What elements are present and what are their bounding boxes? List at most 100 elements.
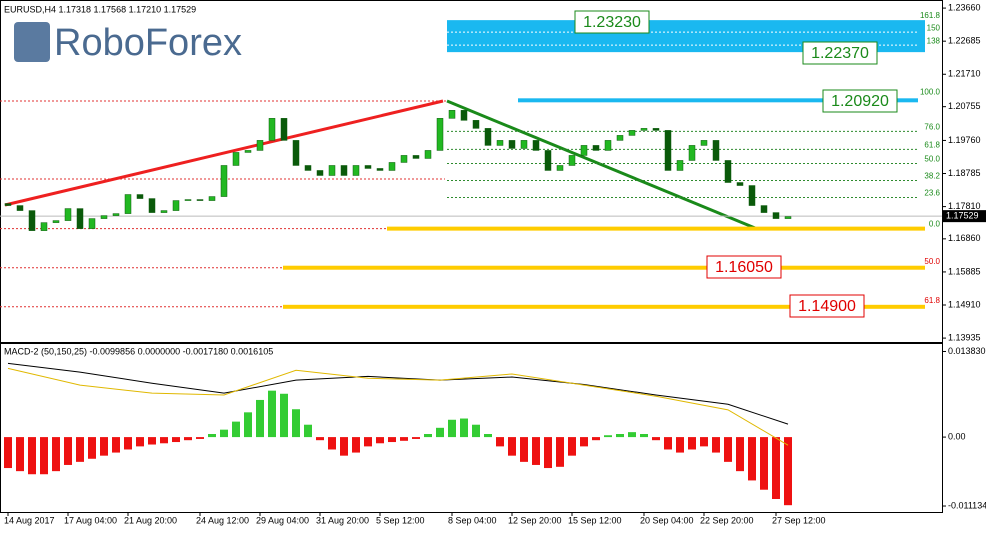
candle (244, 150, 252, 153)
candle (196, 199, 204, 201)
histogram-bar (352, 437, 360, 453)
candle (184, 199, 192, 201)
histogram-bar (136, 437, 144, 447)
candle (616, 135, 624, 141)
candle (484, 128, 492, 146)
candle (340, 165, 348, 176)
candle (520, 140, 528, 149)
histogram-bar (568, 437, 576, 456)
candle (700, 140, 708, 146)
fib-zone (518, 98, 918, 103)
histogram-bar (700, 437, 708, 447)
histogram-bar (280, 393, 288, 438)
annotation-box (822, 89, 898, 113)
y-tick-label: 1.16860 (948, 233, 981, 243)
candle (652, 128, 660, 131)
candle (592, 145, 600, 151)
histogram-bar (604, 435, 612, 438)
candle (664, 130, 672, 171)
candle (448, 110, 456, 119)
x-tick-label: 21 Aug 20:00 (124, 515, 177, 525)
histogram-bar (616, 434, 624, 438)
histogram-bar (688, 437, 696, 450)
chart-title: EURUSD,H4 1.17318 1.17568 1.17210 1.1752… (4, 4, 196, 14)
candle (760, 205, 768, 213)
candle (424, 150, 432, 159)
candle (628, 130, 636, 136)
fib-label: 161.8 (920, 11, 941, 20)
candle (160, 210, 168, 213)
candle (256, 140, 264, 151)
y-tick-label: 1.18785 (948, 168, 981, 178)
y-tick-label: 1.23660 (948, 2, 981, 12)
histogram-bar (640, 434, 648, 438)
histogram-bar (184, 437, 192, 441)
x-tick-label: 5 Sep 12:00 (376, 515, 425, 525)
trend-line (4, 99, 444, 207)
x-tick-label: 27 Sep 12:00 (772, 515, 826, 525)
histogram-bar (124, 437, 132, 450)
histogram-bar (532, 437, 540, 465)
histogram-bar (148, 437, 156, 445)
candle (292, 140, 300, 166)
histogram-bar (364, 437, 372, 447)
annotation-box (574, 10, 650, 34)
candle (544, 150, 552, 171)
histogram-bar (304, 424, 312, 438)
candle (124, 194, 132, 214)
candle (208, 196, 216, 201)
candle (28, 210, 36, 231)
candle (400, 155, 408, 163)
histogram-bar (508, 437, 516, 456)
histogram-bar (28, 437, 36, 475)
candle (640, 128, 648, 131)
histogram-bar (16, 437, 24, 472)
histogram-bar (268, 390, 276, 438)
histogram-bar (52, 437, 60, 472)
annotation: 1.16050 (715, 259, 773, 276)
histogram-bar (436, 427, 444, 438)
x-tick-label: 20 Sep 04:00 (640, 515, 694, 525)
candle (712, 140, 720, 161)
candle (724, 160, 732, 183)
candle (316, 170, 324, 176)
histogram-bar (292, 409, 300, 438)
annotation: 1.20920 (831, 93, 889, 110)
fib-label: 76.0 (924, 122, 940, 131)
histogram-bar (748, 437, 756, 481)
histogram-bar (388, 437, 396, 443)
price-panel (0, 0, 943, 343)
candle (304, 165, 312, 171)
candle (508, 140, 516, 149)
fib-label: 50.0 (924, 257, 940, 266)
candle (412, 155, 420, 159)
candle (364, 165, 372, 169)
histogram-bar (652, 437, 660, 441)
histogram-bar (472, 424, 480, 438)
candle (52, 220, 60, 223)
y-tick-label: 0.00 (948, 431, 966, 441)
histogram-bar (172, 437, 180, 443)
annotation-box (802, 41, 878, 65)
y-tick-label: 1.14910 (948, 299, 981, 309)
fib-label: 61.8 (924, 141, 940, 150)
histogram-bar (556, 437, 564, 467)
y-tick-label: 1.22685 (948, 36, 981, 46)
histogram-bar (736, 437, 744, 472)
x-tick-label: 24 Aug 12:00 (196, 515, 249, 525)
histogram-bar (400, 437, 408, 441)
y-tick-label: 1.20755 (948, 101, 981, 111)
candle (64, 208, 72, 221)
histogram-bar (592, 437, 600, 441)
y-tick-label: -0.011134 (948, 500, 986, 510)
candle (88, 218, 96, 229)
histogram-bar (760, 437, 768, 490)
histogram-bar (4, 437, 12, 469)
fib-zone (387, 226, 925, 231)
histogram-bar (496, 437, 504, 447)
candle (784, 216, 792, 219)
x-tick-label: 29 Aug 04:00 (256, 515, 309, 525)
histogram-bar (100, 437, 108, 456)
fib-label: 100.0 (920, 87, 941, 96)
